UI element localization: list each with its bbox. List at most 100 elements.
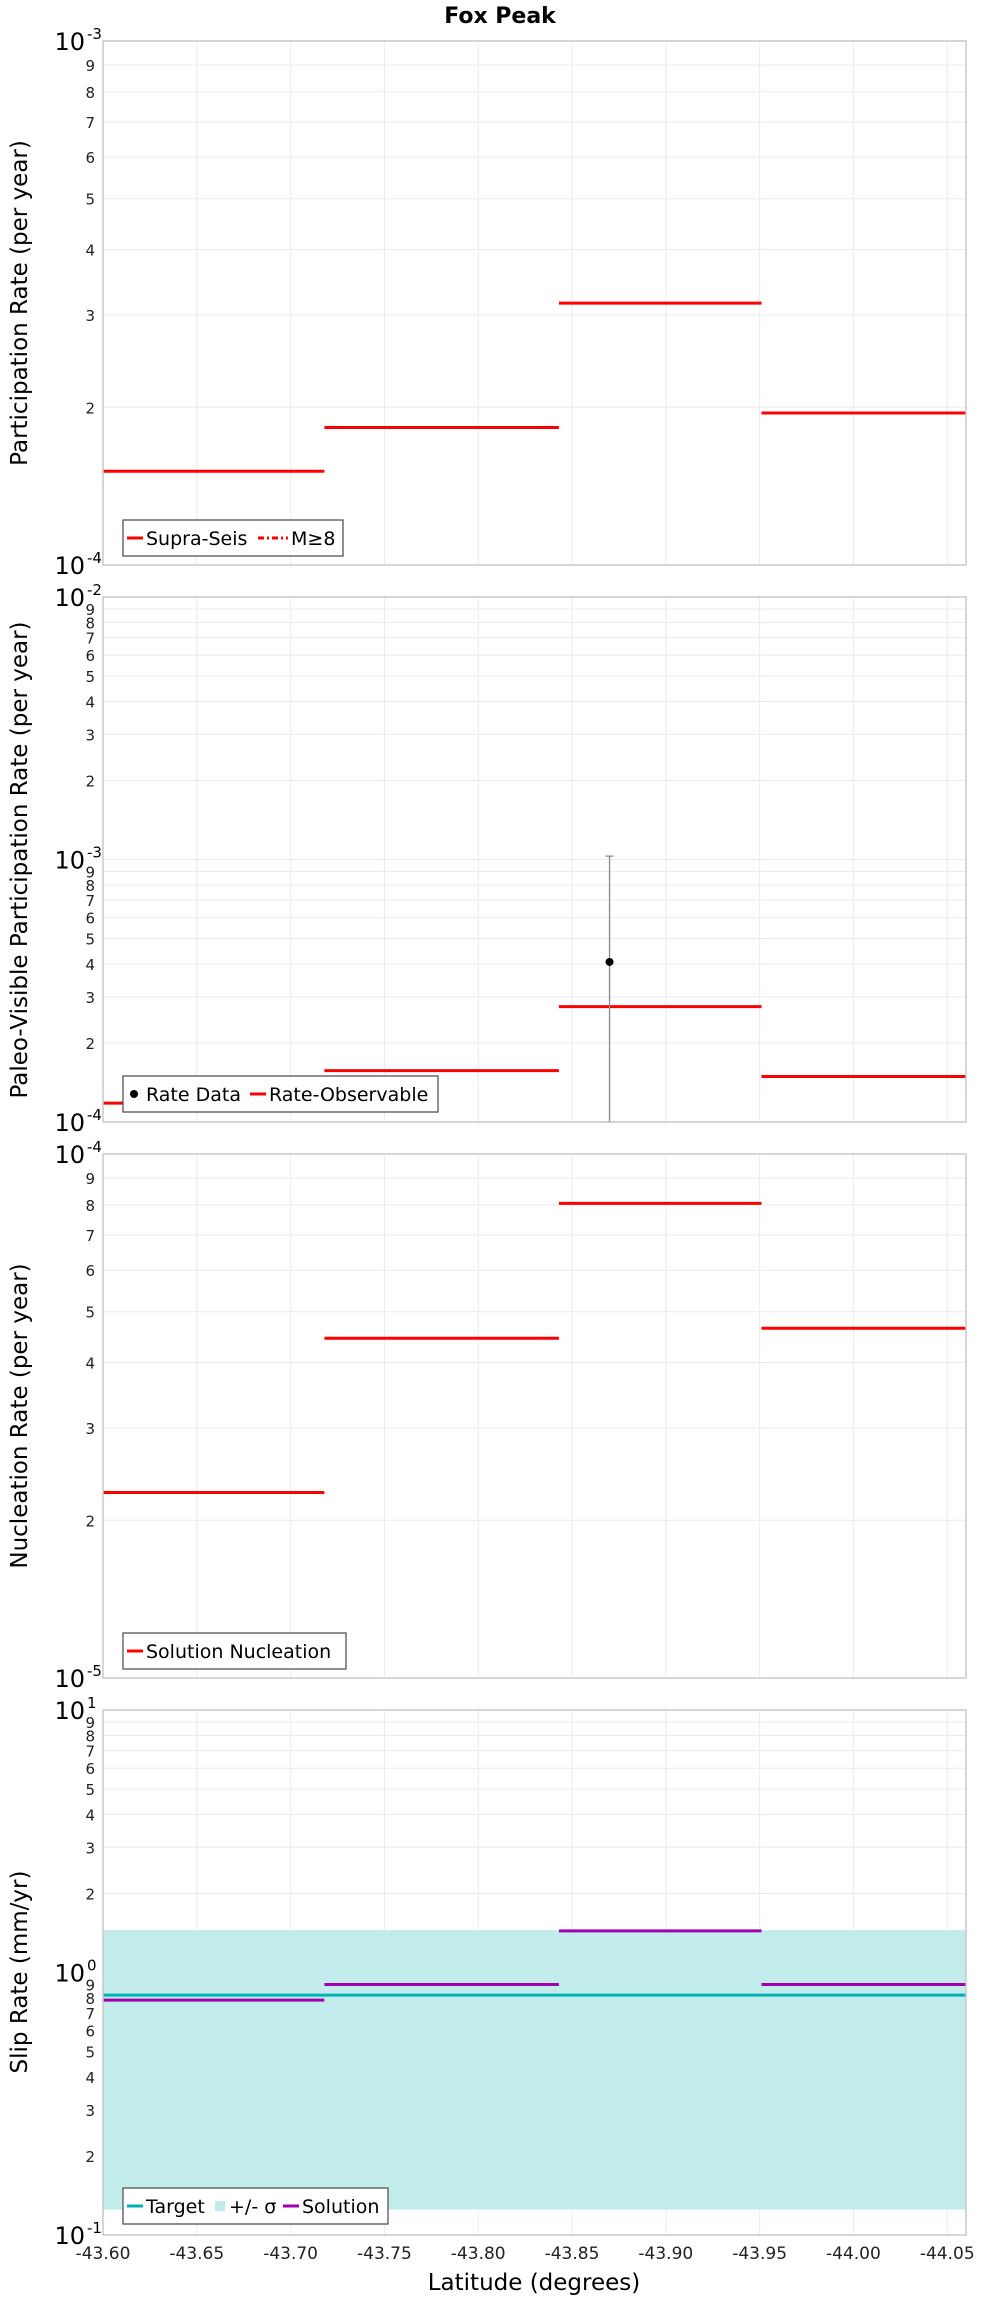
legend-swatch-sigma-band xyxy=(215,2201,225,2211)
y-tick-label: 5 xyxy=(85,1304,95,1322)
y-tick-label: 9 xyxy=(85,1714,95,1732)
y-tick-label: 4 xyxy=(85,693,95,711)
x-tick-label: -43.65 xyxy=(169,2244,224,2264)
x-tick-label: -43.70 xyxy=(263,2244,318,2264)
legend: Solution Nucleation xyxy=(122,1632,347,1670)
y-tick-label: 8 xyxy=(85,1990,95,2008)
y-tick-label: 2 xyxy=(85,1885,95,1903)
y-axis-label: Paleo-Visible Participation Rate (per ye… xyxy=(7,621,33,1098)
x-axis-label: Latitude (degrees) xyxy=(428,2270,641,2296)
legend-label-rate-data: Rate Data xyxy=(146,1084,241,1106)
data-point-rate-data xyxy=(605,957,614,966)
y-tick-label: 3 xyxy=(85,307,95,325)
y-tick-label: 10 xyxy=(54,847,85,875)
y-tick-label: 2 xyxy=(85,772,95,790)
y-tick-label: 6 xyxy=(85,1262,95,1280)
legend-label-sigma-band: +/- σ xyxy=(229,2196,276,2218)
y-tick-label: 7 xyxy=(85,1227,95,1245)
y-tick-label: 2 xyxy=(85,1035,95,1053)
y-tick-label: 7 xyxy=(85,892,95,910)
y-tick-label: 4 xyxy=(85,242,95,260)
y-tick-exponent: -4 xyxy=(87,549,102,567)
y-tick-label: 3 xyxy=(85,1839,95,1857)
y-tick-exponent: -5 xyxy=(87,1662,102,1680)
y-tick-label: 10 xyxy=(54,2222,85,2250)
x-tick-label: -43.80 xyxy=(451,2244,506,2264)
y-tick-label: 3 xyxy=(85,2102,95,2120)
legend-label-rate-observable: Rate-Observable xyxy=(269,1084,428,1106)
legend-label-supra-seis: Supra-Seis xyxy=(146,528,247,550)
y-tick-label: 5 xyxy=(85,1781,95,1799)
y-tick-label: 2 xyxy=(85,399,95,417)
y-tick-label: 10 xyxy=(54,584,85,612)
y-tick-label: 6 xyxy=(85,149,95,167)
x-axis-ticks: -43.60 -43.65 -43.70 -43.75 -43.80 -43.85 -43.… xyxy=(76,2244,975,2264)
legend-label-target: Target xyxy=(145,2196,205,2218)
y-tick-exponent: 1 xyxy=(87,1694,97,1712)
y-tick-label: 7 xyxy=(85,1743,95,1761)
y-tick-label: 3 xyxy=(85,989,95,1007)
y-tick-label: 10 xyxy=(54,1665,85,1693)
y-tick-label: 3 xyxy=(85,1420,95,1438)
y-tick-label: 3 xyxy=(85,726,95,744)
y-tick-label: 5 xyxy=(85,2044,95,2062)
x-tick-label: -43.90 xyxy=(638,2244,693,2264)
y-tick-label: 7 xyxy=(85,630,95,648)
y-tick-label: 4 xyxy=(85,1806,95,1824)
y-tick-label: 4 xyxy=(85,956,95,974)
y-tick-label: 7 xyxy=(85,114,95,132)
y-tick-label: 9 xyxy=(85,1977,95,1995)
plot-frame xyxy=(102,40,967,566)
x-tick-label: -43.95 xyxy=(732,2244,787,2264)
legend-swatch-rate-data xyxy=(130,1090,138,1098)
y-tick-label: 10 xyxy=(54,1697,85,1725)
y-tick-exponent: -3 xyxy=(87,844,102,862)
y-tick-exponent: -4 xyxy=(87,1106,102,1124)
y-tick-label: 4 xyxy=(85,1355,95,1373)
legend-label-solution: Solution xyxy=(302,2196,379,2218)
legend: Target +/- σ Solution xyxy=(122,2187,389,2225)
y-tick-exponent: -2 xyxy=(87,581,102,599)
y-tick-label: 8 xyxy=(85,84,95,102)
y-axis-label: Slip Rate (mm/yr) xyxy=(7,1871,33,2074)
y-tick-label: 6 xyxy=(85,647,95,665)
y-tick-label: 10 xyxy=(54,552,85,580)
figure-title: Fox Peak xyxy=(444,4,557,29)
x-tick-label: -43.85 xyxy=(545,2244,600,2264)
y-tick-label: 10 xyxy=(54,28,85,56)
y-tick-label: 9 xyxy=(85,1170,95,1188)
y-tick-label: 6 xyxy=(85,1760,95,1778)
y-tick-exponent: -1 xyxy=(87,2219,102,2237)
y-tick-exponent: 0 xyxy=(87,1957,97,1975)
y-tick-label: 6 xyxy=(85,2023,95,2041)
y-tick-label: 2 xyxy=(85,1512,95,1530)
y-axis-label: Nucleation Rate (per year) xyxy=(7,1263,33,1568)
y-tick-label: 5 xyxy=(85,931,95,949)
y-tick-label: 2 xyxy=(85,2148,95,2166)
y-tick-label: 8 xyxy=(85,1197,95,1215)
y-tick-label: 8 xyxy=(85,877,95,895)
y-tick-label: 6 xyxy=(85,910,95,928)
y-tick-label: 9 xyxy=(85,864,95,882)
sigma-band xyxy=(103,1930,966,2210)
x-tick-label: -44.05 xyxy=(920,2244,975,2264)
y-tick-label: 5 xyxy=(85,668,95,686)
legend-label-solution-nucleation: Solution Nucleation xyxy=(146,1641,331,1663)
plot-frame xyxy=(102,596,967,1123)
y-tick-label: 7 xyxy=(85,2005,95,2023)
y-tick-label: 10 xyxy=(54,1109,85,1137)
y-tick-label: 10 xyxy=(54,1960,85,1988)
x-tick-label: -43.60 xyxy=(76,2244,131,2264)
y-tick-label: 4 xyxy=(85,2069,95,2087)
plot-frame xyxy=(102,1709,967,2236)
legend-label-m8: M≥8 xyxy=(291,528,335,550)
plot-frame xyxy=(102,1153,967,1679)
y-tick-label: 10 xyxy=(54,1141,85,1169)
x-tick-label: -44.00 xyxy=(826,2244,881,2264)
legend: Rate Data Rate-Observable xyxy=(122,1075,439,1113)
y-tick-label: 5 xyxy=(85,191,95,209)
